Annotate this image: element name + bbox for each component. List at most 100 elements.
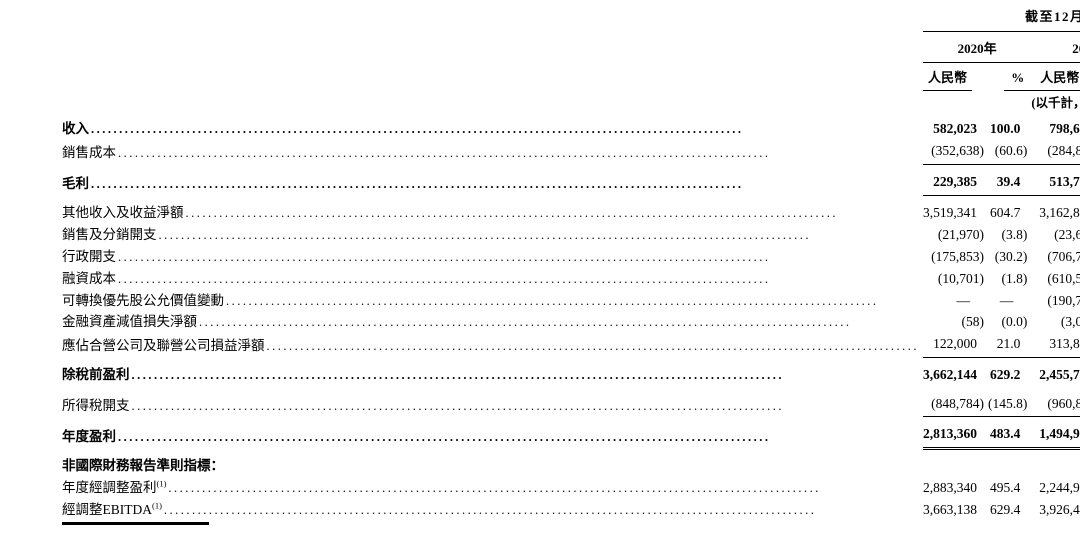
value-rmb: (21,970) <box>937 226 984 242</box>
value-rmb: (190,733) <box>1047 292 1080 308</box>
dot-leader <box>89 121 919 138</box>
row-label-text: 所得稅開支 <box>62 397 130 413</box>
table-row: 經調整EBITDA(1)3,663,138629.43,926,499491.6… <box>62 499 1080 521</box>
dot-leader <box>130 398 920 415</box>
table-row: 金融資產減值損失淨額(58)(0.0)(3,035)(0.4)(13,151)(… <box>62 312 1080 334</box>
value-pct: (30.2) <box>994 248 1028 264</box>
dot-leader <box>197 314 919 331</box>
row-filler <box>923 449 1080 477</box>
currency-header-2020: 人民幣 <box>923 63 988 92</box>
value-pct: 21.0 <box>988 333 1032 359</box>
row-label-text: 融資成本 <box>62 270 116 286</box>
value-rmb: (58) <box>961 314 985 330</box>
value-rmb: 3,663,138 <box>923 501 977 517</box>
header-spacer <box>62 63 923 92</box>
row-label: 毛利 <box>62 165 923 196</box>
value-rmb: (23,608) <box>1054 226 1080 242</box>
dot-leader <box>162 502 919 519</box>
value-pct: — <box>999 292 1014 308</box>
header-spacer <box>923 91 1031 119</box>
value-rmb: 229,385 <box>923 164 988 196</box>
year-header-2021: 2021年 <box>1031 31 1080 64</box>
value-pct: 604.7 <box>990 205 1021 220</box>
value-rmb: 3,162,814 <box>1039 205 1080 220</box>
value-rmb: 2,813,360 <box>923 416 988 451</box>
row-label: 所得稅開支 <box>62 387 923 417</box>
row-label: 銷售及分銷開支 <box>62 224 923 246</box>
row-label: 年度盈利 <box>62 417 923 449</box>
value-rmb: (352,638) <box>923 140 988 166</box>
value-pct: 483.4 <box>988 416 1032 451</box>
value-pct: 629.4 <box>990 501 1021 517</box>
period-header-row: 截至12月31日止年度 <box>62 6 1080 32</box>
dot-leader <box>116 249 919 266</box>
value-pct: (1.8) <box>1001 270 1028 286</box>
row-label: 可轉換優先股公允價值變動 <box>62 290 923 312</box>
value-rmb: 513,779 <box>1031 164 1080 196</box>
table-row: 年度經調整盈利(1)2,883,340495.42,244,954281.13,… <box>62 477 1080 499</box>
table-row: 銷售及分銷開支(21,970)(3.8)(23,608)(3.0)(32,006… <box>62 224 1080 246</box>
row-label-text: 銷售及分銷開支 <box>62 226 157 242</box>
value-pct: 39.4 <box>988 164 1032 196</box>
dot-leader <box>89 176 919 193</box>
value-pct: 495.4 <box>990 479 1021 495</box>
value-rmb: (175,853) <box>931 248 984 264</box>
dot-leader <box>265 338 920 355</box>
row-label-text: 銷售成本 <box>62 145 116 161</box>
financial-table: 截至12月31日止年度 2020年 2021年 2022年 人民幣 % 人民幣 … <box>62 6 1080 521</box>
dot-leader <box>116 271 919 288</box>
table-row: 行政開支(175,853)(30.2)(706,788)(88.5)(719,4… <box>62 246 1080 268</box>
row-label: 應佔合營公司及聯營公司損益淨額 <box>62 334 923 358</box>
dot-leader <box>184 205 920 222</box>
row-label: 除稅前盈利 <box>62 358 923 387</box>
row-label-text: 除稅前盈利 <box>62 367 130 383</box>
table-row: 除稅前盈利3,662,144629.22,455,738307.53,798,6… <box>62 358 1080 387</box>
dot-leader <box>157 227 920 244</box>
table-row: 所得稅開支(848,784)(145.8)(960,837)(120.3)(1,… <box>62 386 1080 418</box>
header-spacer <box>62 31 923 62</box>
value-pct: (145.8) <box>988 386 1032 418</box>
value-rmb: 2,244,954 <box>1039 479 1080 495</box>
row-label: 金融資產減值損失淨額 <box>62 312 923 334</box>
row-label: 經調整EBITDA(1) <box>62 499 923 521</box>
value-rmb: (284,877) <box>1031 140 1080 166</box>
table-row: 銷售成本(352,638)(60.6)(284,877)(35.7)(681,6… <box>62 140 1080 166</box>
value-rmb: 2,883,340 <box>923 479 977 495</box>
dot-leader <box>116 429 919 446</box>
subheader-row: 人民幣 % 人民幣 % 人民幣 % <box>62 63 1080 92</box>
header-spacer <box>62 91 923 119</box>
footnote-marker: (1) <box>152 500 162 510</box>
value-pct: 100.0 <box>990 121 1021 137</box>
value-rmb: (848,784) <box>923 386 988 418</box>
unit-note-row: (以千計，百分比除外) <box>62 91 1080 119</box>
table-body: 收入582,023100.0798,656100.02,318,405100.0… <box>62 119 1080 521</box>
footnote-separator <box>62 522 209 525</box>
value-rmb: 3,519,341 <box>923 205 977 220</box>
value-rmb: 3,662,144 <box>923 367 977 383</box>
row-label-text: 可轉換優先股公允價值變動 <box>62 292 224 308</box>
percent-header-2020: % <box>988 63 1032 92</box>
row-label: 行政開支 <box>62 246 923 268</box>
year-header-2020: 2020年 <box>923 31 1032 64</box>
value-rmb: (960,837) <box>1031 386 1080 418</box>
table-row: 應佔合營公司及聯營公司損益淨額122,00021.0313,89439.3252… <box>62 333 1080 359</box>
row-label-text: 毛利 <box>62 176 89 192</box>
unit-note: (以千計，百分比除外) <box>1031 96 1080 111</box>
section-header-row: 非國際財務報告準則指標： <box>62 449 1080 477</box>
row-label-text: 經調整EBITDA(1) <box>62 500 162 517</box>
prospectus-page: 截至12月31日止年度 2020年 2021年 2022年 人民幣 % 人民幣 … <box>62 6 1080 521</box>
value-rmb: (3,035) <box>1060 314 1080 330</box>
row-label-text: 年度盈利 <box>62 429 116 445</box>
value-rmb: 313,894 <box>1031 333 1080 359</box>
value-pct: (60.6) <box>988 140 1032 166</box>
value-pct: 629.2 <box>990 367 1021 383</box>
row-label-text: 應佔合營公司及聯營公司損益淨額 <box>62 338 265 354</box>
value-rmb: 3,926,499 <box>1039 501 1080 517</box>
value-rmb: (610,585) <box>1047 270 1080 286</box>
row-label: 非國際財務報告準則指標： <box>62 449 923 477</box>
value-rmb: 1,494,901 <box>1031 416 1080 451</box>
row-label-text: 金融資產減值損失淨額 <box>62 314 197 330</box>
dot-leader <box>130 367 920 384</box>
